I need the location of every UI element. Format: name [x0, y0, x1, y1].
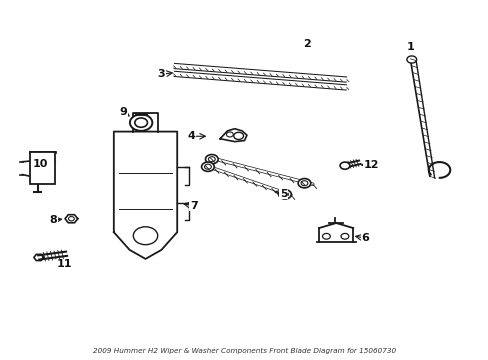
Text: 1: 1 — [406, 42, 413, 51]
Circle shape — [339, 162, 349, 169]
Bar — [30, 152, 55, 184]
Text: 3: 3 — [158, 69, 165, 79]
Text: 2: 2 — [303, 40, 310, 49]
Text: 7: 7 — [189, 201, 197, 211]
Text: 5: 5 — [279, 189, 287, 199]
Text: 10: 10 — [33, 159, 48, 169]
Circle shape — [406, 56, 416, 63]
Text: 11: 11 — [56, 259, 72, 269]
Circle shape — [233, 132, 243, 139]
Circle shape — [298, 179, 310, 188]
Circle shape — [278, 190, 291, 199]
Circle shape — [130, 114, 152, 131]
Text: 2009 Hummer H2 Wiper & Washer Components Front Blade Diagram for 15060730: 2009 Hummer H2 Wiper & Washer Components… — [93, 348, 395, 355]
Circle shape — [201, 162, 214, 171]
Text: 4: 4 — [187, 131, 195, 141]
Text: 8: 8 — [49, 215, 57, 225]
Circle shape — [205, 154, 218, 164]
Text: 9: 9 — [120, 107, 127, 117]
Text: 12: 12 — [363, 160, 378, 170]
Text: 6: 6 — [361, 233, 368, 243]
